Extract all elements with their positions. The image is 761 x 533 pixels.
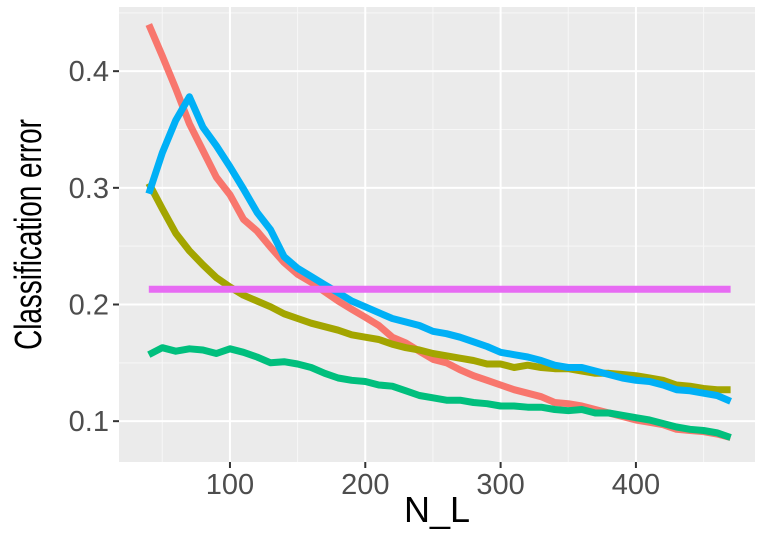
x-tick-label: 400 bbox=[612, 469, 660, 501]
y-tick-label: 0.1 bbox=[69, 406, 109, 438]
y-axis-title: Classification error bbox=[8, 119, 50, 350]
y-tick-label: 0.3 bbox=[69, 173, 109, 205]
y-axis-ticks: 0.1 0.2 0.3 0.4 bbox=[69, 56, 119, 438]
series-lines bbox=[145, 23, 732, 441]
series-line-2 bbox=[145, 181, 731, 394]
x-tick-label: 300 bbox=[476, 469, 524, 501]
y-tick-label: 0.4 bbox=[69, 56, 109, 88]
series-line-4 bbox=[145, 93, 732, 405]
x-tick-label: 200 bbox=[341, 469, 389, 501]
x-axis-title: N_L bbox=[404, 489, 470, 530]
series-line-3 bbox=[147, 344, 732, 441]
x-axis-ticks: 100 200 300 400 bbox=[206, 462, 660, 501]
y-tick-label: 0.2 bbox=[69, 290, 109, 322]
plot-panel bbox=[119, 7, 755, 462]
x-tick-label: 100 bbox=[206, 469, 254, 501]
